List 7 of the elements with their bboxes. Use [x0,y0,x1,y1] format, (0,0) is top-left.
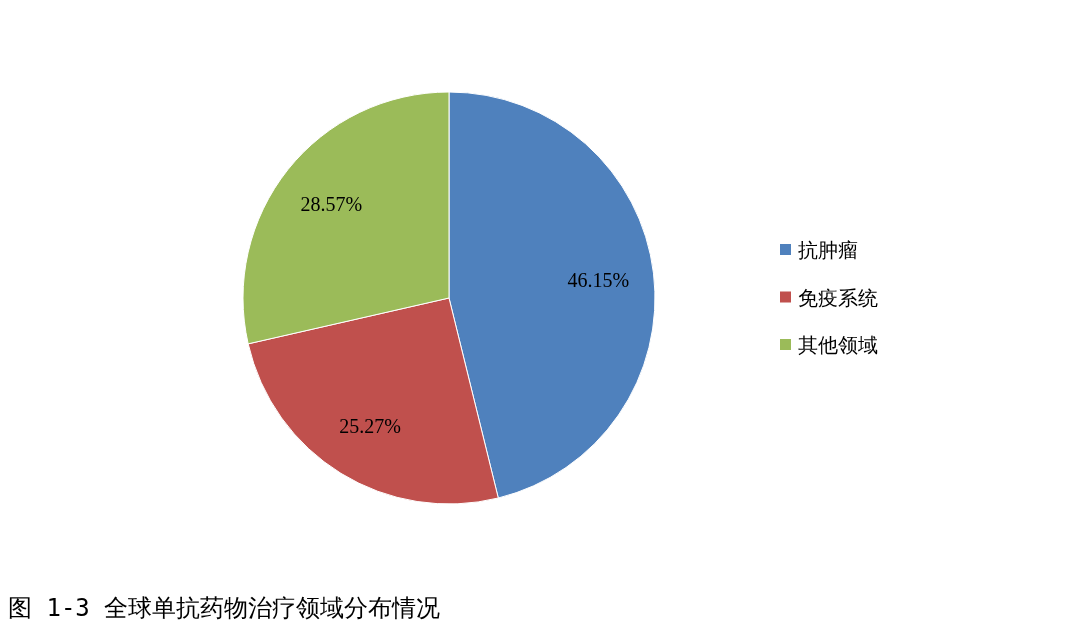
data-label: 28.57% [300,193,363,216]
legend-label: 其他领域 [798,334,878,356]
data-label: 25.27% [339,415,401,438]
data-label: 46.15% [567,268,630,291]
legend-label: 免疫系统 [798,286,878,309]
legend-label: 抗肿瘤 [798,239,858,261]
text: 图 1-3 全球单抗药物治疗领域分布情况 [8,594,441,622]
